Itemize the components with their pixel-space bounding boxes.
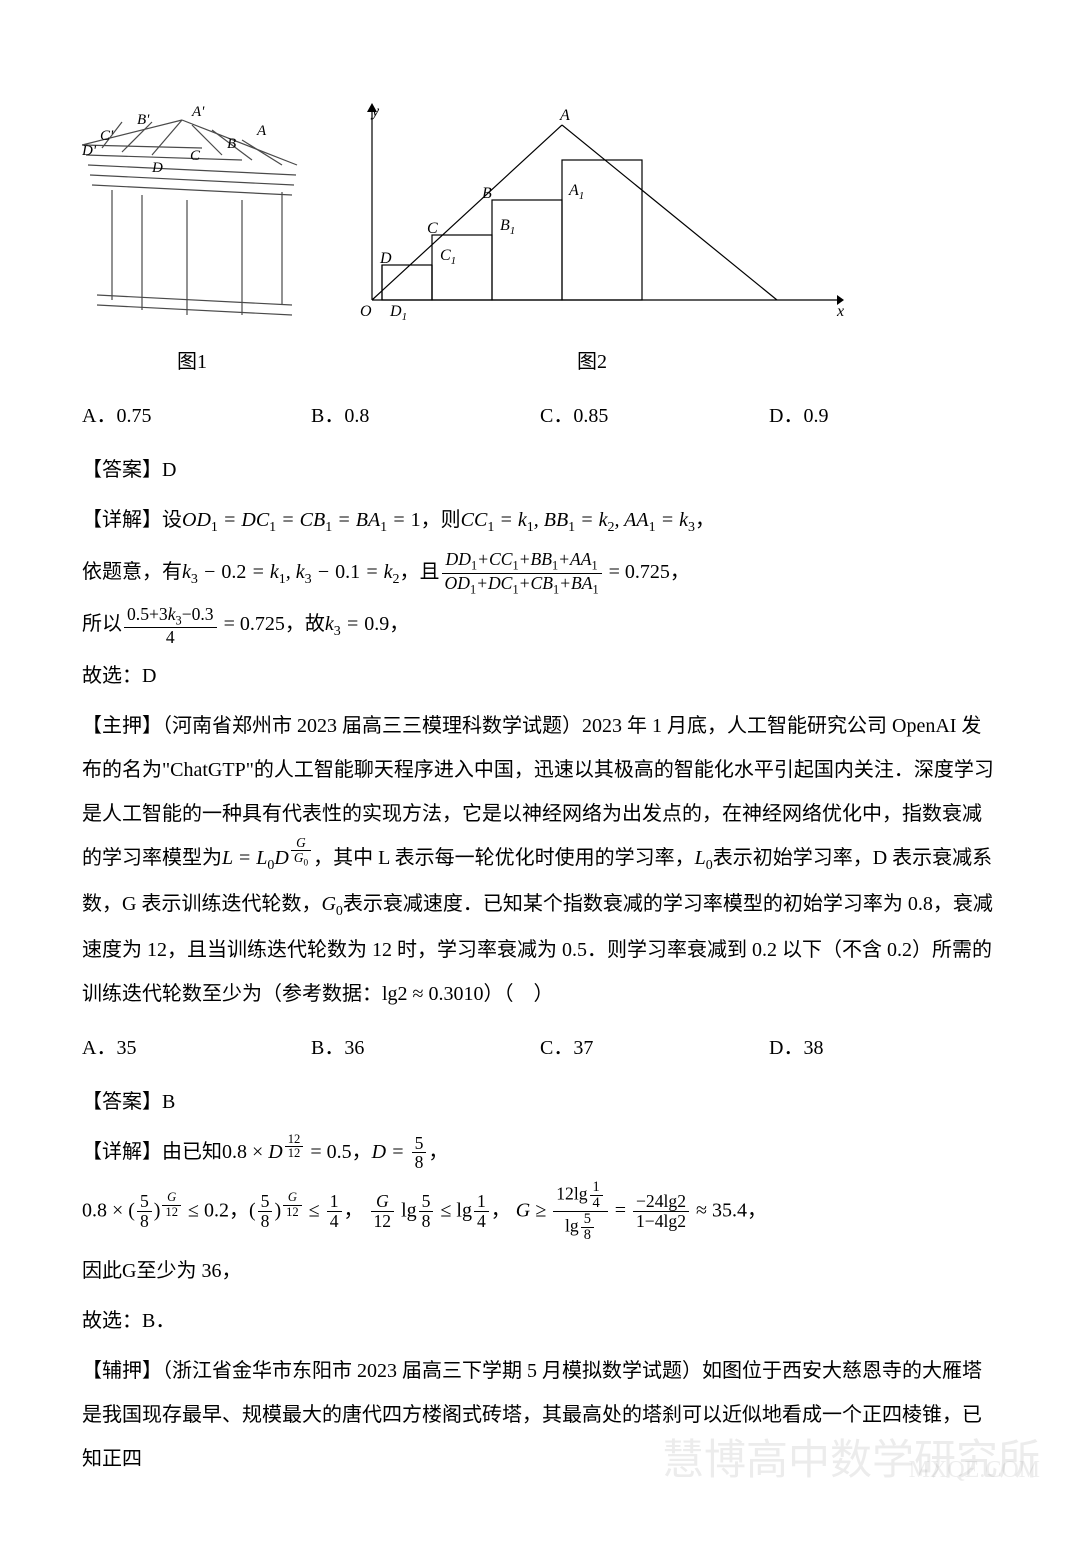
q1-step3-end: ， bbox=[389, 613, 409, 635]
q2-step1-pre: 由已知 bbox=[162, 1141, 222, 1163]
svg-text:O: O bbox=[360, 303, 372, 320]
q2-step1: 【详解】由已知0.8 × D1212 = 0.5，D = 58， bbox=[82, 1130, 998, 1174]
q1-option-a: A．0.75 bbox=[82, 394, 311, 438]
svg-text:D1: D1 bbox=[389, 303, 407, 320]
svg-text:D': D' bbox=[82, 143, 97, 159]
svg-text:A: A bbox=[559, 107, 570, 124]
q2-body-b: ，其中 L 表示每一轮优化时使用的学习率， bbox=[313, 847, 694, 869]
q1-answer: 【答案】D bbox=[82, 448, 998, 492]
svg-text:x: x bbox=[836, 303, 844, 320]
q2-option-b: B．36 bbox=[311, 1026, 540, 1070]
q2-step2: 0.8 × (58)G12 ≤ 0.2，(58)G12 ≤ 14， G12 lg… bbox=[82, 1180, 998, 1244]
q2-so: 故选：B． bbox=[82, 1299, 998, 1343]
q1-option-b: B．0.8 bbox=[311, 394, 540, 438]
q2-step2-end: ， bbox=[747, 1199, 767, 1221]
q2-options: A．35 B．36 C．37 D．38 bbox=[82, 1026, 998, 1070]
q2-body-a: 2023 年 1 月底，人工智能研究公司 OpenAI 发布的名为"ChatGT… bbox=[82, 715, 994, 869]
q3-stem: 【辅押】（浙江省金华市东阳市 2023 届高三下学期 5 月模拟数学试题）如图位… bbox=[82, 1349, 998, 1481]
svg-text:B': B' bbox=[137, 112, 150, 128]
figure-2: O y x A B C D A1 B1 C1 D1 图2 bbox=[332, 100, 852, 384]
q3-source: （浙江省金华市东阳市 2023 届高三下学期 5 月模拟数学试题） bbox=[162, 1360, 702, 1382]
q2-conclude-text: 因此G至少为 36， bbox=[82, 1260, 241, 1282]
q1-step1: 【详解】设OD1 = DC1 = CB1 = BA1 = 1，则CC1 = k1… bbox=[82, 498, 998, 544]
q2-answer: 【答案】B bbox=[82, 1080, 998, 1124]
svg-text:C: C bbox=[190, 148, 201, 164]
figure-1-svg: A' B' C' D' A B C D bbox=[82, 100, 302, 320]
svg-text:A': A' bbox=[191, 104, 205, 120]
q2-option-d: D．38 bbox=[769, 1026, 998, 1070]
q2-detail-label: 【详解】 bbox=[82, 1141, 162, 1163]
svg-text:C': C' bbox=[100, 128, 114, 144]
svg-text:D: D bbox=[379, 250, 392, 267]
q1-step3-pre: 所以 bbox=[82, 613, 122, 635]
q1-so: 故选：D bbox=[82, 654, 998, 698]
q2-option-a: A．35 bbox=[82, 1026, 311, 1070]
q1-step2: 依题意，有k3 − 0.2 = k1, k3 − 0.1 = k2，且DD1+C… bbox=[82, 550, 998, 596]
svg-text:C: C bbox=[427, 220, 438, 237]
q1-step2-end: ， bbox=[670, 561, 690, 583]
svg-text:D: D bbox=[151, 160, 163, 176]
figure-2-svg: O y x A B C D A1 B1 C1 D1 bbox=[332, 100, 852, 320]
q2-step1-mid: ， bbox=[352, 1141, 372, 1163]
svg-text:y: y bbox=[370, 103, 380, 120]
svg-text:B1: B1 bbox=[500, 217, 515, 237]
q2-option-c: C．37 bbox=[540, 1026, 769, 1070]
q1-step1-mid: ，则 bbox=[421, 509, 461, 531]
svg-text:B: B bbox=[227, 136, 236, 152]
figure-1-caption: 图1 bbox=[82, 340, 302, 384]
svg-text:A1: A1 bbox=[568, 182, 584, 202]
figure-1: A' B' C' D' A B C D 图1 bbox=[82, 100, 302, 384]
figure-2-caption: 图2 bbox=[332, 340, 852, 384]
q3-header-label: 【辅押】 bbox=[82, 1360, 162, 1382]
q2-step1-end: ， bbox=[428, 1141, 448, 1163]
q1-option-d: D．0.9 bbox=[769, 394, 998, 438]
q2-conclude: 因此G至少为 36， bbox=[82, 1249, 998, 1293]
q1-step3-mid: ，故 bbox=[285, 613, 325, 635]
q1-step1-pre: 设 bbox=[162, 509, 182, 531]
q1-detail-label: 【详解】 bbox=[82, 509, 162, 531]
q2-source: （河南省郑州市 2023 届高三三模理科数学试题） bbox=[162, 715, 582, 737]
q1-options: A．0.75 B．0.8 C．0.85 D．0.9 bbox=[82, 394, 998, 438]
q2-stem: 【主押】（河南省郑州市 2023 届高三三模理科数学试题）2023 年 1 月底… bbox=[82, 704, 998, 1016]
svg-text:B: B bbox=[482, 185, 492, 202]
q1-step2-mid1: ，且 bbox=[400, 561, 440, 583]
figures-row: A' B' C' D' A B C D 图1 bbox=[82, 100, 998, 384]
q1-step1-end: ， bbox=[695, 509, 715, 531]
q1-option-c: C．0.85 bbox=[540, 394, 769, 438]
svg-text:C1: C1 bbox=[440, 247, 456, 267]
q1-step2-pre: 依题意，有 bbox=[82, 561, 182, 583]
svg-text:A: A bbox=[256, 123, 267, 139]
q1-step3: 所以0.5+3k3−0.34 = 0.725，故k3 = 0.9， bbox=[82, 602, 998, 648]
q2-header-label: 【主押】 bbox=[82, 715, 162, 737]
